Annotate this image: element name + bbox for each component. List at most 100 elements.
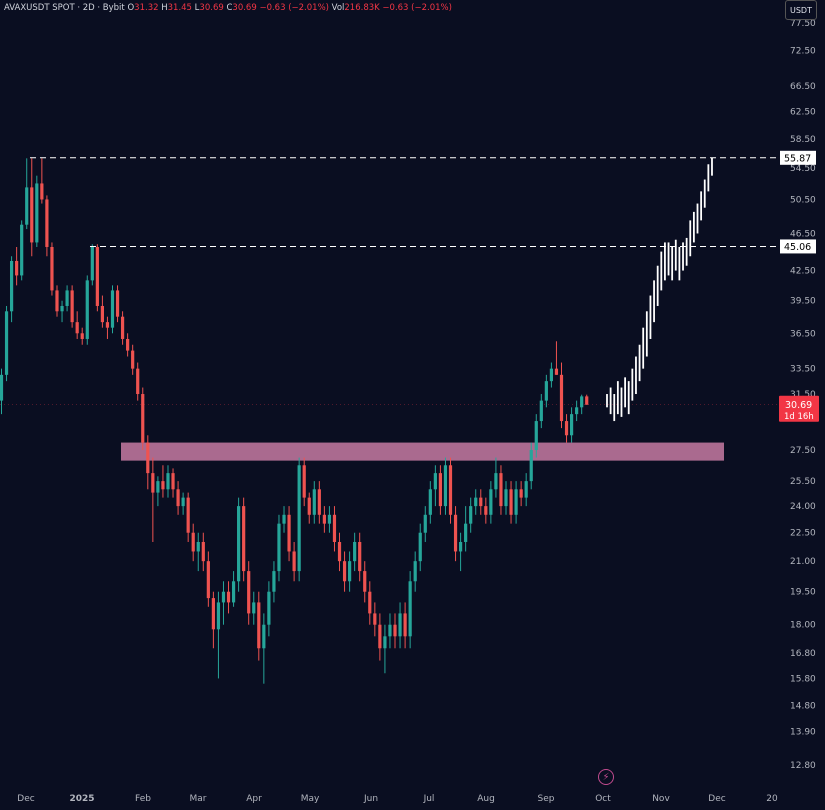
projection-bar (631, 368, 634, 401)
candle-body (388, 624, 392, 637)
candle-body (544, 381, 548, 401)
candle-body (226, 591, 231, 603)
projection-bar (620, 387, 623, 417)
candle-body (423, 514, 427, 533)
projection-bar (609, 387, 612, 415)
low-label: L (194, 3, 200, 13)
projection-bar (707, 164, 710, 192)
candle-body (110, 290, 115, 328)
candle-body (242, 506, 246, 572)
current-price-label: 30.69 (785, 400, 812, 411)
candle-body (413, 561, 417, 582)
y-tick-label: 31.50 (790, 390, 816, 400)
projection-bar (711, 157, 713, 176)
projection-bar (649, 295, 652, 339)
x-tick-label: Feb (135, 794, 151, 804)
projection-bar (627, 381, 630, 415)
symbol-info-bar: AVAXUSDT SPOT · 2D · Bybit O31.32 H31.45… (4, 3, 452, 13)
symbol-label[interactable]: AVAXUSDT SPOT · 2D · Bybit (4, 3, 125, 13)
candle-body (484, 506, 488, 515)
x-tick-label: Apr (246, 794, 262, 804)
candle-body (171, 473, 175, 490)
candle-body (70, 290, 74, 323)
candle-body (151, 473, 155, 493)
candle-body (458, 541, 463, 552)
y-tick-label: 25.50 (790, 477, 816, 487)
projection-bar (696, 203, 699, 234)
candle-body (75, 322, 79, 334)
candle-body (534, 421, 538, 450)
currency-selector[interactable]: USDT (785, 0, 817, 20)
candle-body (569, 414, 574, 436)
candle-body (378, 624, 382, 649)
candle-body (166, 473, 170, 490)
candle-body (358, 541, 362, 572)
projection-bar (692, 211, 695, 243)
candle-body (297, 465, 301, 572)
projection-bar (660, 251, 663, 291)
candle-body (105, 322, 110, 328)
y-tick-label: 15.80 (790, 674, 816, 684)
candle-body (237, 506, 241, 582)
projection-bar (685, 237, 688, 266)
candle-body (580, 396, 584, 408)
candle-body (287, 514, 291, 552)
candle-body (443, 465, 448, 507)
candle-body (206, 561, 210, 599)
candle-body (403, 613, 407, 637)
projection-bar (635, 356, 637, 395)
candle-body (9, 260, 14, 312)
y-tick-label: 21.00 (790, 557, 816, 567)
candle-body (564, 421, 569, 436)
candle-body (494, 473, 498, 490)
y-tick-label: 62.50 (790, 108, 816, 118)
candle-body (348, 561, 352, 582)
candle-body (4, 311, 9, 375)
candle-body (554, 368, 559, 375)
open-value: 31.32 (134, 3, 159, 13)
projection-bar (689, 220, 692, 257)
candle-body (302, 465, 306, 498)
candle-body (262, 624, 266, 649)
candle-body (448, 465, 453, 515)
candle-body (50, 246, 54, 291)
candle-body (433, 473, 437, 490)
y-tick-label: 33.50 (790, 365, 816, 375)
x-tick-label: Nov (652, 794, 670, 804)
volume-label: Vol (331, 3, 345, 13)
candle-body (267, 591, 271, 625)
candle-body (0, 374, 4, 401)
candle-body (559, 374, 564, 422)
y-tick-label: 72.50 (790, 46, 816, 56)
y-tick-label: 66.50 (790, 82, 816, 92)
candle-body (231, 581, 236, 603)
candle-body (40, 183, 44, 200)
flash-icon[interactable]: ⚡ (598, 769, 614, 785)
high-label: H (161, 3, 168, 13)
y-tick-label: 50.50 (790, 195, 816, 205)
y-tick-label: 42.50 (790, 267, 816, 277)
candle-body (85, 280, 89, 339)
candle-body (45, 199, 49, 247)
volume-change-value: −0.63 (−2.01%) (382, 3, 452, 13)
candle-body (499, 473, 503, 507)
candle-body (519, 489, 523, 498)
support-zone (121, 442, 724, 461)
candle-body (469, 506, 473, 524)
candle-body (131, 350, 135, 369)
y-tick-label: 14.80 (790, 701, 816, 711)
candle-body (408, 581, 412, 637)
x-tick-label: Mar (190, 794, 207, 804)
projection-bar (674, 239, 677, 271)
candle-body (418, 532, 422, 562)
candle-body (156, 481, 160, 493)
candle-body (146, 442, 150, 474)
y-tick-label: 27.50 (790, 446, 816, 456)
y-tick-label: 12.80 (790, 761, 816, 771)
projection-bar (671, 246, 674, 281)
y-tick-label: 36.50 (790, 329, 816, 339)
x-tick-label: May (301, 794, 320, 804)
candle-body (65, 290, 69, 306)
